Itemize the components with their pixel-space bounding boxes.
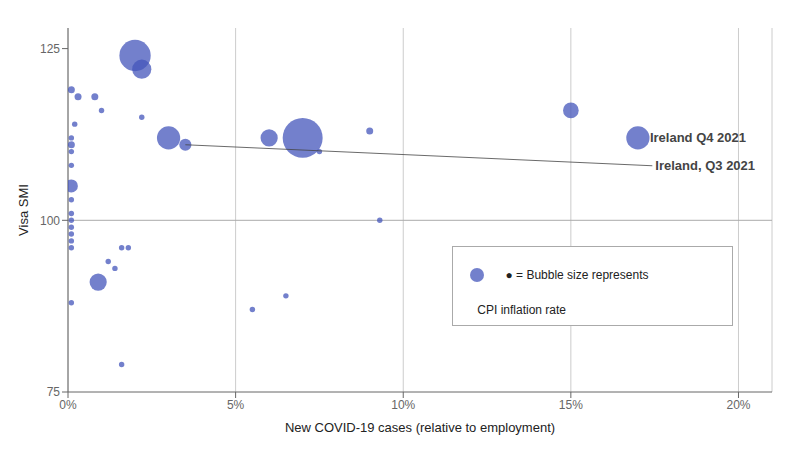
svg-text:75: 75 [47, 385, 61, 399]
svg-text:Visa SMI: Visa SMI [16, 184, 31, 236]
svg-text:New COVID-19 cases (relative t: New COVID-19 cases (relative to employme… [285, 420, 555, 435]
svg-text:5%: 5% [227, 398, 245, 412]
svg-text:100: 100 [40, 214, 60, 228]
svg-text:10%: 10% [391, 398, 415, 412]
svg-text:0%: 0% [59, 398, 77, 412]
svg-text:125: 125 [40, 42, 60, 56]
html-text:● = Bubble size represents: ● = Bubble size represents [505, 268, 649, 283]
svg-text:20%: 20% [726, 398, 750, 412]
html-text:CPI inflation rate: CPI inflation rate [477, 302, 566, 317]
svg-text:Ireland, Q3 2021: Ireland, Q3 2021 [655, 158, 755, 173]
svg-text:Ireland Q4 2021: Ireland Q4 2021 [650, 130, 746, 145]
svg-text:15%: 15% [559, 398, 583, 412]
